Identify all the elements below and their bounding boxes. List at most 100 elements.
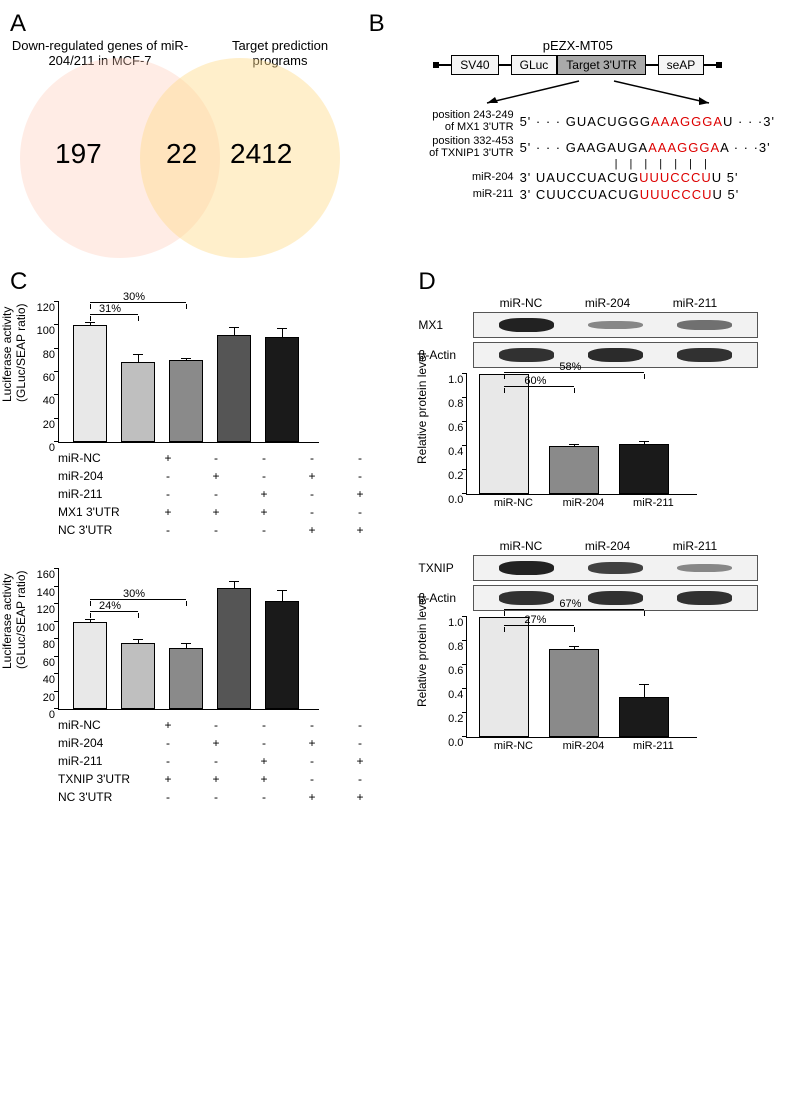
condition-cell: -	[144, 754, 192, 768]
condition-cell: +	[240, 754, 288, 768]
vector-end-right	[716, 62, 722, 68]
bar	[549, 649, 599, 737]
blot-column-label: miR-204	[585, 539, 630, 553]
condition-cell: -	[192, 718, 240, 732]
error-bar	[186, 644, 187, 648]
condition-cell: -	[240, 469, 288, 483]
condition-cell: -	[336, 505, 384, 519]
y-tick-mark	[54, 348, 59, 349]
vector-line	[499, 64, 511, 66]
condition-cell: +	[288, 736, 336, 750]
condition-cell: -	[288, 754, 336, 768]
condition-table: miR-NC+----miR-204-+-+-miR-211--+-+TXNIP…	[58, 716, 408, 806]
bar-chart: Luciferase activity(GLuc/SEAP ratio)0204…	[10, 569, 330, 710]
condition-row: miR-NC+----	[58, 449, 408, 467]
condition-cell: +	[288, 523, 336, 537]
bar	[169, 648, 203, 709]
annotation-tick	[504, 611, 505, 616]
y-tick-mark	[54, 691, 59, 692]
annotation-tick	[644, 611, 645, 616]
condition-cell: -	[192, 487, 240, 501]
error-cap	[85, 322, 95, 323]
condition-cell: +	[240, 487, 288, 501]
condition-row: miR-NC+----	[58, 716, 408, 734]
y-tick-label: 0.2	[448, 713, 467, 725]
condition-cell: -	[192, 754, 240, 768]
y-tick-mark	[462, 373, 467, 374]
chart-c1-container: Luciferase activity(GLuc/SEAP ratio)0204…	[10, 296, 408, 539]
y-axis-label: Relative protein level	[415, 353, 429, 464]
panel-a-label: A	[10, 10, 379, 38]
bar	[169, 360, 203, 442]
error-bar	[234, 582, 235, 588]
sequence-row: position 332-453of TXNIP1 3'UTR5' · · · …	[379, 135, 777, 159]
condition-cell: +	[336, 523, 384, 537]
error-cap	[133, 639, 143, 640]
blot-band	[499, 318, 554, 332]
y-axis-label: Luciferase activity(GLuc/SEAP ratio)	[0, 304, 28, 402]
error-cap	[277, 590, 287, 591]
annotation-tick	[504, 388, 505, 393]
y-tick-mark	[54, 324, 59, 325]
condition-cell: +	[144, 505, 192, 519]
bar	[619, 444, 669, 494]
y-tick-mark	[462, 421, 467, 422]
y-tick-mark	[54, 568, 59, 569]
blot-row: MX1	[418, 312, 758, 338]
x-tick-label: miR-NC	[478, 497, 548, 509]
condition-cell: +	[240, 772, 288, 786]
sequence-text: 3' CUUCCUACUGUUUCCCUU 5'	[520, 187, 740, 202]
x-axis-labels: miR-NCmiR-204miR-211	[466, 740, 777, 752]
y-tick-label: 1.0	[448, 374, 467, 386]
annotation-tick	[504, 374, 505, 379]
y-tick-label: 0.0	[448, 494, 467, 506]
plasmid-name: pEZX-MT05	[379, 38, 777, 53]
vector-box-target: Target 3'UTR	[557, 55, 645, 75]
condition-cell: -	[336, 736, 384, 750]
y-tick-mark	[462, 688, 467, 689]
panel-c: C Luciferase activity(GLuc/SEAP ratio)02…	[10, 268, 408, 806]
condition-label: NC 3'UTR	[58, 790, 144, 804]
bar	[73, 622, 107, 710]
sequence-label: position 243-249of MX1 3'UTR	[379, 109, 520, 133]
y-tick-label: 100	[37, 622, 59, 634]
condition-cell: +	[144, 772, 192, 786]
y-tick-label: 0.4	[448, 689, 467, 701]
condition-label: MX1 3'UTR	[58, 505, 144, 519]
condition-label: miR-NC	[58, 718, 144, 732]
blot-band	[588, 321, 643, 330]
vector-line	[704, 64, 716, 66]
condition-cell: +	[240, 505, 288, 519]
condition-row: miR-211--+-+	[58, 485, 408, 503]
error-cap	[569, 646, 579, 647]
condition-label: NC 3'UTR	[58, 523, 144, 537]
condition-cell: +	[192, 469, 240, 483]
vector-diagram: SV40 GLuc Target 3'UTR seAP	[379, 55, 777, 75]
blot-d2-container: miR-NCmiR-204miR-211TXNIPβ-ActinRelative…	[418, 539, 777, 752]
panel-d: D miR-NCmiR-204miR-211MX1β-ActinRelative…	[418, 268, 777, 806]
condition-cell: -	[240, 790, 288, 804]
y-tick-mark	[462, 640, 467, 641]
vector-line	[439, 64, 451, 66]
y-tick-mark	[54, 656, 59, 657]
error-bar	[90, 620, 91, 622]
error-cap	[569, 444, 579, 445]
sequence-text: 5' · · · GAAGAUGAAAAGGGAA · · ·3'	[520, 140, 771, 155]
sequence-text: 3' UAUCCUACUGUUUCCCUU 5'	[520, 170, 739, 185]
bar-chart: Relative protein level0.00.20.40.60.81.0…	[418, 374, 708, 495]
condition-cell: -	[192, 451, 240, 465]
blot-quant-chart: Relative protein level0.00.20.40.60.81.0…	[418, 374, 777, 509]
plot-area: 0.00.20.40.60.81.060%58%	[466, 374, 697, 495]
blot-row: TXNIP	[418, 555, 758, 581]
condition-cell: -	[240, 736, 288, 750]
error-cap	[181, 358, 191, 359]
condition-cell: -	[240, 718, 288, 732]
y-tick-label: 0	[49, 442, 59, 454]
condition-cell: -	[192, 790, 240, 804]
blot-band	[499, 591, 554, 604]
panel-a: A Down-regulated genes of miR-204/211 in…	[10, 10, 379, 258]
plot-area: 0.00.20.40.60.81.027%67%	[466, 617, 697, 738]
panel-b: B pEZX-MT05 SV40 GLuc Target 3'UTR seAP	[379, 10, 777, 258]
x-tick-label: miR-204	[548, 740, 618, 752]
sequence-label: miR-204	[379, 171, 520, 183]
